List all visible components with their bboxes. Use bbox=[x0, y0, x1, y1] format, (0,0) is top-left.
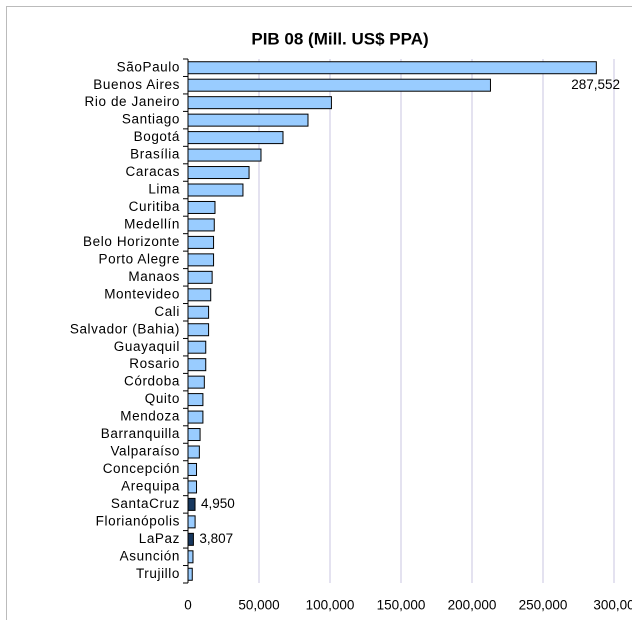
bar bbox=[187, 340, 207, 354]
bar bbox=[187, 358, 207, 372]
bar bbox=[187, 148, 262, 162]
y-tick-label: Buenos Aires bbox=[93, 77, 180, 92]
value-label: 287,552 bbox=[571, 77, 620, 92]
bar bbox=[187, 78, 491, 92]
bar bbox=[187, 515, 196, 529]
bar bbox=[187, 288, 212, 302]
chart-border bbox=[6, 6, 632, 620]
bar bbox=[187, 410, 204, 424]
bar bbox=[187, 305, 210, 319]
bar bbox=[187, 323, 210, 337]
bar bbox=[187, 131, 284, 145]
y-tick-label: Quito bbox=[145, 391, 180, 406]
y-tick-label: Florianópolis bbox=[96, 513, 180, 528]
y-tick-label: Manaos bbox=[128, 269, 180, 284]
bar bbox=[187, 567, 193, 581]
x-tick-label: 300,00 bbox=[593, 598, 632, 613]
y-tick-label: Lima bbox=[148, 182, 180, 197]
y-tick-label: Córdoba bbox=[124, 374, 180, 389]
y-tick-label: Medellín bbox=[124, 216, 180, 231]
bar bbox=[187, 375, 205, 389]
x-tick-label: 250,000 bbox=[519, 598, 568, 613]
y-tick-label: Valparaíso bbox=[110, 444, 180, 459]
bar bbox=[187, 550, 194, 564]
y-tick-label: Montevideo bbox=[104, 286, 180, 301]
bar bbox=[187, 61, 597, 75]
bar bbox=[187, 200, 216, 214]
y-tick-label: Rio de Janeiro bbox=[85, 94, 180, 109]
x-tick-label: 50,000 bbox=[238, 598, 279, 613]
y-tick-label: Mendoza bbox=[120, 409, 180, 424]
y-tick-label: Curitiba bbox=[129, 199, 180, 214]
y-tick-label: Belo Horizonte bbox=[83, 234, 180, 249]
y-tick-label: LaPaz bbox=[139, 531, 180, 546]
bar bbox=[187, 113, 309, 127]
bar bbox=[187, 445, 200, 459]
bar bbox=[187, 270, 213, 284]
y-tick-label: Concepción bbox=[103, 461, 180, 476]
y-tick-label: SantaCruz bbox=[111, 496, 180, 511]
y-tick-label: Rosario bbox=[129, 356, 180, 371]
bar bbox=[187, 183, 244, 197]
y-tick-label: Bogotá bbox=[134, 129, 180, 144]
x-tick-label: 150,000 bbox=[377, 598, 426, 613]
bar bbox=[187, 480, 198, 494]
chart-title: PIB 08 (Mill. US$ PPA) bbox=[251, 29, 428, 48]
bar bbox=[187, 253, 215, 267]
x-tick-label: 100,000 bbox=[306, 598, 355, 613]
y-tick-label: Cali bbox=[154, 304, 180, 319]
x-tick-label: 0 bbox=[184, 598, 192, 613]
x-tick-label: 200,000 bbox=[448, 598, 497, 613]
y-tick-label: Caracas bbox=[126, 164, 180, 179]
bar bbox=[187, 462, 198, 476]
bar bbox=[187, 428, 201, 442]
y-tick-label: Salvador (Bahia) bbox=[70, 321, 180, 336]
value-label: 3,807 bbox=[199, 531, 233, 546]
y-tick-label: Porto Alegre bbox=[99, 251, 181, 266]
y-tick-label: Trujillo bbox=[136, 566, 180, 581]
bar bbox=[187, 218, 215, 232]
y-tick-label: Guayaquil bbox=[114, 339, 180, 354]
bar bbox=[187, 532, 194, 546]
bar bbox=[187, 166, 250, 180]
y-tick-label: Barranquilla bbox=[101, 426, 180, 441]
y-tick-label: SãoPaulo bbox=[117, 59, 180, 74]
y-tick-label: Santiago bbox=[122, 112, 180, 127]
bar bbox=[187, 497, 196, 511]
y-tick-label: Asunción bbox=[120, 548, 180, 563]
y-tick-label: Arequipa bbox=[121, 478, 180, 493]
value-label: 4,950 bbox=[201, 496, 235, 511]
bar bbox=[187, 96, 332, 110]
bar bbox=[187, 393, 204, 407]
y-tick-label: Brasília bbox=[130, 147, 180, 162]
bar bbox=[187, 235, 215, 249]
